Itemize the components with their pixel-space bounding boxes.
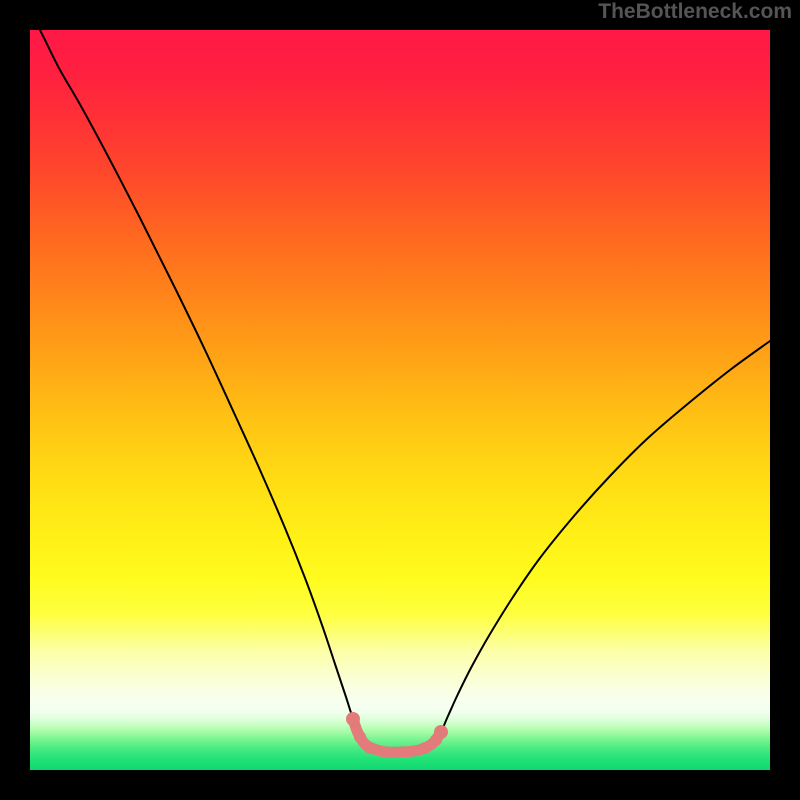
- chart-stage: TheBottleneck.com: [0, 0, 800, 800]
- overlay-marker: [346, 712, 360, 726]
- overlay-marker: [395, 747, 405, 757]
- overlay-marker: [354, 731, 366, 743]
- bottleneck-chart: [0, 0, 800, 800]
- overlay-marker: [419, 742, 431, 754]
- watermark-text: TheBottleneck.com: [598, 0, 792, 24]
- overlay-marker: [434, 725, 448, 739]
- plot-area: [30, 30, 770, 770]
- overlay-marker: [364, 742, 376, 754]
